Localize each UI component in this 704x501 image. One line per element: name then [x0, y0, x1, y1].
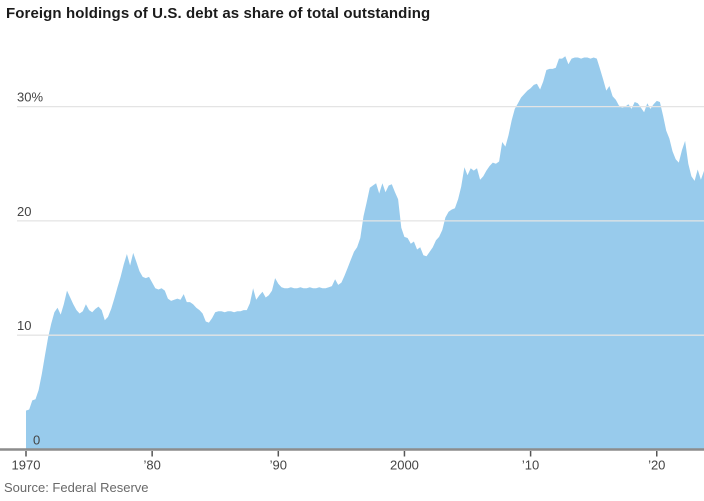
chart-title: Foreign holdings of U.S. debt as share o… [6, 5, 431, 22]
y-axis-label: 10 [17, 318, 31, 333]
x-axis-label: ’80 [143, 458, 160, 473]
x-axis-label: 1970 [12, 458, 41, 473]
x-axis-label: ’10 [522, 458, 539, 473]
y-axis-label: 0 [33, 433, 40, 448]
area-series [26, 56, 704, 450]
y-axis-label: 20 [17, 204, 31, 219]
y-axis-label: 30% [17, 90, 43, 105]
x-axis-label: ’90 [270, 458, 287, 473]
source-credit: Source: Federal Reserve [4, 480, 149, 495]
x-axis-label: 2000 [390, 458, 419, 473]
x-axis-label: ’20 [648, 458, 665, 473]
